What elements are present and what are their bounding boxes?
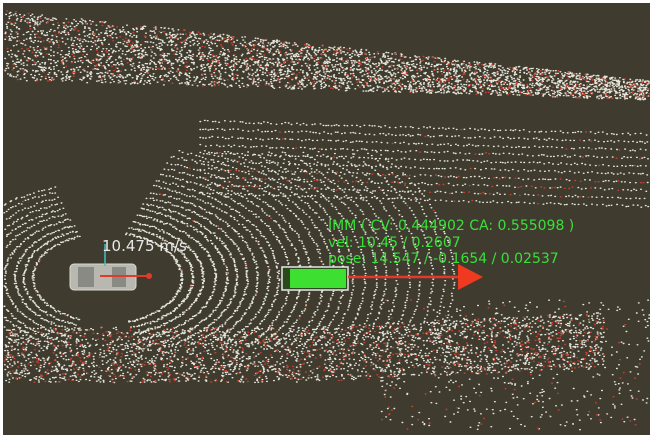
pose-label: pose: 14.547 / -0.1654 / 0.02537 xyxy=(328,251,559,267)
lidar-points xyxy=(3,10,650,430)
track-fill xyxy=(290,269,346,288)
velocity-arrow-head xyxy=(458,264,483,290)
ego-car-window xyxy=(78,267,94,287)
ego-vehicle xyxy=(69,244,152,291)
lidar-points xyxy=(3,11,651,431)
tracked-object xyxy=(281,264,483,291)
ego-speed: 10.475 m/s xyxy=(102,237,187,255)
imm-probabilities: IMM ( CV: 0.444902 CA: 0.555098 ) xyxy=(328,218,574,234)
velocity-label: vel: 10.45 / 0.2607 xyxy=(328,235,461,251)
ego-heading-tip xyxy=(146,273,152,279)
point-cloud xyxy=(3,10,651,431)
